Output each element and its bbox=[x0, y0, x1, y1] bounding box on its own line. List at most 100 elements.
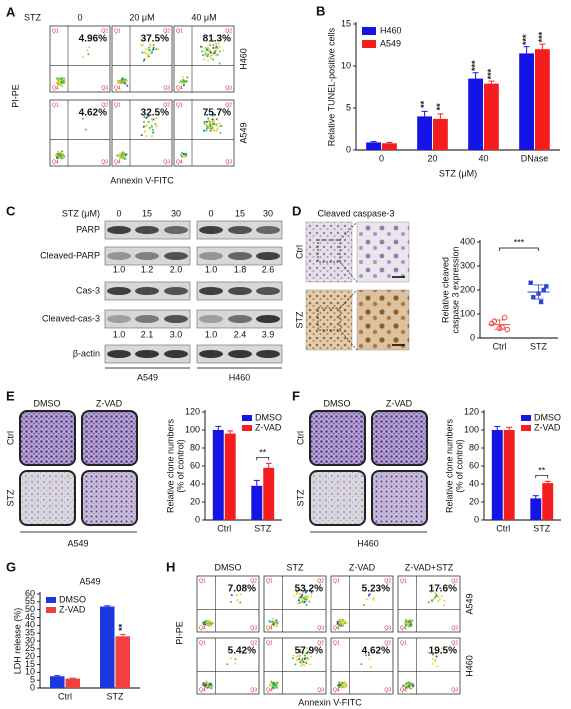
zoom-guide bbox=[339, 289, 358, 309]
significance: *** bbox=[521, 34, 531, 45]
axis-label: Relative clone numbers bbox=[165, 418, 175, 513]
event-dot bbox=[87, 53, 90, 56]
blot-band bbox=[135, 287, 159, 295]
blot-band bbox=[135, 350, 159, 358]
event-dot bbox=[301, 659, 304, 662]
event-dot bbox=[203, 129, 206, 132]
quadrant-label: Q2 bbox=[451, 578, 458, 584]
event-dot bbox=[146, 56, 149, 59]
event-dot bbox=[210, 622, 213, 625]
quadrant-label: Q4 bbox=[114, 85, 121, 91]
annotation: ** bbox=[259, 448, 267, 458]
event-dot bbox=[149, 43, 152, 46]
quadrant-label: Q4 bbox=[52, 159, 59, 165]
event-dot bbox=[411, 619, 414, 622]
panel-label: D bbox=[292, 203, 301, 218]
bar bbox=[366, 142, 381, 150]
event-dot bbox=[210, 687, 213, 690]
y-tick-label: 40 bbox=[25, 620, 35, 630]
event-dot bbox=[306, 596, 309, 599]
event-dot bbox=[301, 597, 304, 600]
column-header: 20 μM bbox=[129, 12, 154, 22]
quadrant-label: Q3 bbox=[317, 625, 324, 631]
blot-band bbox=[135, 315, 159, 323]
bracket bbox=[499, 247, 539, 251]
event-dot bbox=[120, 81, 123, 84]
x-tick-label: Ctrl bbox=[217, 523, 231, 533]
annotation: *** bbox=[514, 237, 525, 247]
event-dot bbox=[306, 595, 309, 598]
event-dot bbox=[272, 687, 275, 690]
event-dot bbox=[365, 598, 368, 601]
dot bbox=[531, 295, 536, 300]
event-dot bbox=[440, 647, 443, 650]
event-dot bbox=[202, 683, 205, 686]
dish bbox=[309, 470, 366, 526]
quadrant-label: Q2 bbox=[101, 28, 108, 34]
event-dot bbox=[206, 113, 209, 116]
event-dot bbox=[211, 118, 214, 121]
quant-label: 3.0 bbox=[170, 329, 183, 339]
event-dot bbox=[145, 124, 148, 127]
quadrant-label: Q4 bbox=[176, 85, 183, 91]
ihc-zoom bbox=[356, 221, 410, 283]
legend-swatch bbox=[46, 607, 56, 613]
row-label: Cas-3 bbox=[76, 285, 100, 295]
quadrant-label: Q2 bbox=[317, 578, 324, 584]
lane-label: 30 bbox=[171, 208, 181, 218]
event-dot bbox=[147, 46, 150, 49]
percentage: 57.9% bbox=[295, 646, 323, 657]
quadrant-label: Q4 bbox=[199, 625, 206, 631]
y-tick-label: 100 bbox=[185, 424, 200, 434]
event-dot bbox=[217, 42, 220, 45]
y-tick-label: 55 bbox=[25, 596, 35, 606]
event-dot bbox=[239, 593, 242, 596]
quadrant-label: Q2 bbox=[163, 28, 170, 34]
bar bbox=[468, 78, 483, 150]
event-dot bbox=[204, 46, 207, 49]
event-dot bbox=[217, 125, 220, 128]
event-dot bbox=[206, 55, 209, 58]
legend-swatch bbox=[242, 425, 252, 431]
event-dot bbox=[203, 122, 206, 125]
row-label: STZ bbox=[5, 489, 15, 507]
quadrant-label: Q4 bbox=[266, 687, 273, 693]
blot-band bbox=[228, 226, 252, 234]
event-dot bbox=[302, 591, 305, 594]
significance: *** bbox=[537, 31, 547, 42]
quadrant-label: Q1 bbox=[114, 28, 121, 34]
y-tick-label: 40 bbox=[469, 478, 479, 488]
zoom-box bbox=[317, 307, 341, 331]
bar bbox=[251, 485, 263, 520]
event-dot bbox=[180, 81, 183, 84]
blot-band bbox=[228, 287, 252, 295]
event-dot bbox=[433, 660, 436, 663]
event-dot bbox=[291, 657, 294, 660]
event-dot bbox=[408, 620, 411, 623]
event-dot bbox=[141, 43, 144, 46]
event-dot bbox=[338, 621, 341, 624]
quant-label: 1.0 bbox=[113, 264, 126, 274]
event-dot bbox=[275, 625, 278, 628]
y-tick-label: 15 bbox=[341, 18, 351, 28]
event-dot bbox=[183, 155, 186, 158]
percentage: 32.5% bbox=[141, 108, 169, 119]
event-dot bbox=[222, 49, 225, 52]
event-dot bbox=[301, 593, 304, 596]
quadrant-label: Q1 bbox=[52, 28, 59, 34]
blot-band bbox=[164, 350, 188, 358]
event-dot bbox=[345, 621, 348, 624]
lane-label: 15 bbox=[235, 208, 245, 218]
significance: ** bbox=[419, 100, 429, 108]
significance: *** bbox=[470, 60, 480, 71]
event-dot bbox=[216, 118, 219, 121]
event-dot bbox=[443, 599, 446, 602]
bar bbox=[535, 49, 550, 151]
blot-band bbox=[199, 287, 223, 295]
event-dot bbox=[61, 85, 64, 88]
quadrant-label: Q2 bbox=[250, 640, 257, 646]
quadrant-label: Q1 bbox=[199, 640, 206, 646]
event-dot bbox=[336, 622, 339, 625]
event-dot bbox=[204, 52, 207, 55]
quadrant-label: Q4 bbox=[400, 625, 407, 631]
